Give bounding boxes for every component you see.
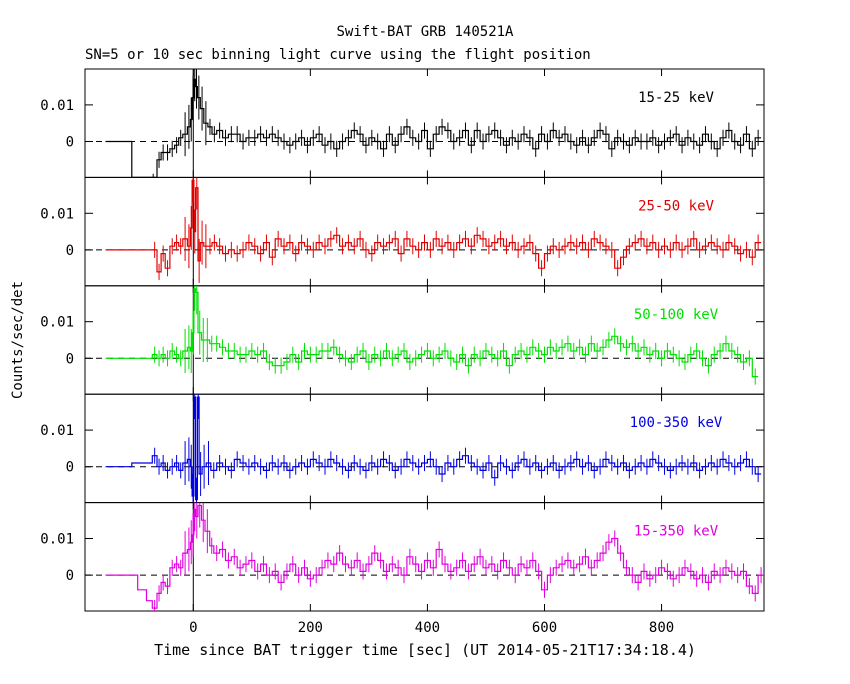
- band-label: 100-350 keV: [630, 415, 723, 431]
- series-line: [105, 288, 759, 378]
- y-tick-label: 0: [66, 568, 74, 584]
- x-tick-label: 600: [532, 620, 557, 636]
- x-tick-label: 200: [298, 620, 323, 636]
- x-axis-label: Time since BAT trigger time [sec] (UT 20…: [154, 641, 696, 659]
- x-tick-label: 800: [649, 620, 674, 636]
- panel-2: 0 0.01 25-50 keV: [40, 176, 765, 287]
- x-tick-label: 400: [415, 620, 440, 636]
- series-line: [105, 179, 762, 273]
- y-tick-label: 0.01: [40, 206, 74, 222]
- y-tick-label: 0: [66, 243, 74, 259]
- band-label: 50-100 keV: [634, 307, 719, 323]
- panel-frame: [84, 393, 765, 504]
- panel-frame: [84, 502, 765, 612]
- series-line: [105, 504, 764, 609]
- band-label: 25-50 keV: [638, 198, 714, 214]
- band-label: 15-350 keV: [634, 524, 719, 540]
- panel-1: 0 0.01 15-25 keV: [40, 68, 765, 178]
- panels-group: 0 0.01 15-25 keV 0 0.01 25-50 keV 0 0.01 50-100 …: [40, 68, 765, 636]
- y-tick-label: 0: [66, 460, 74, 476]
- series-line: [105, 396, 762, 501]
- y-axis-label: Counts/sec/det: [10, 281, 26, 399]
- y-tick-label: 0.01: [40, 531, 74, 547]
- y-tick-label: 0.01: [40, 423, 74, 439]
- chart-subtitle: SN=5 or 10 sec binning light curve using…: [85, 47, 591, 63]
- panel-3: 0 0.01 50-100 keV: [40, 285, 765, 395]
- band-label: 15-25 keV: [638, 90, 714, 106]
- series-line: [105, 78, 762, 178]
- y-tick-label: 0: [66, 135, 74, 151]
- panel-frame: [84, 285, 765, 395]
- panel-4: 0 0.01 100-350 keV: [40, 393, 765, 504]
- panel-frame: [84, 176, 765, 287]
- x-tick-label: 0: [189, 620, 197, 636]
- y-tick-label: 0.01: [40, 315, 74, 331]
- chart-title: Swift-BAT GRB 140521A: [336, 24, 514, 40]
- y-tick-label: 0.01: [40, 98, 74, 114]
- panel-5: 0 0.01 15-350 keV: [40, 502, 765, 612]
- y-tick-label: 0: [66, 351, 74, 367]
